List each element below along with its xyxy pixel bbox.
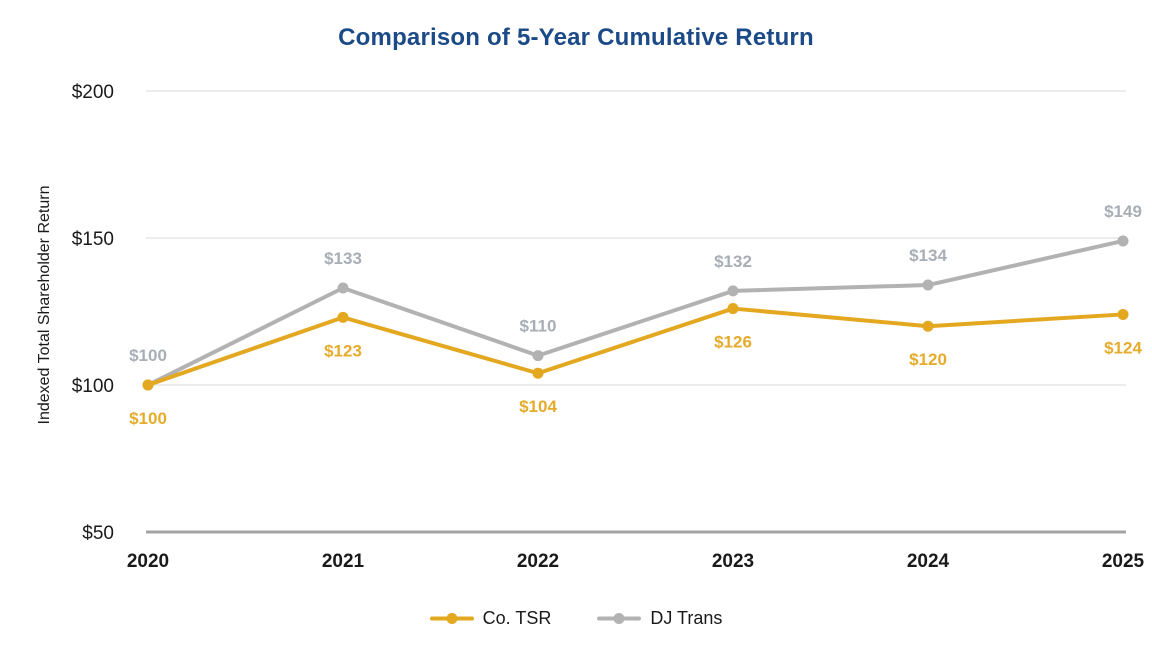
data-label-dj-trans: $134 [909,246,947,265]
data-point-co-tsr [727,303,739,315]
data-label-dj-trans: $100 [129,346,167,365]
co-tsr-line-icon [429,613,474,624]
data-label-co-tsr: $120 [909,350,947,369]
x-tick-label: 2023 [712,551,754,572]
data-point-dj-trans [1117,235,1129,247]
y-tick-label: $50 [82,523,114,544]
y-tick-label: $150 [72,229,114,250]
data-label-co-tsr: $124 [1104,338,1142,357]
data-label-dj-trans: $110 [520,317,557,336]
legend-label-dj-trans: DJ Trans [650,608,723,628]
dj-trans-line-icon [597,613,642,624]
legend-item-co-tsr: Co. TSR [429,608,552,629]
data-label-dj-trans: $133 [324,249,362,268]
data-label-co-tsr: $100 [129,409,167,428]
data-point-dj-trans [922,279,934,291]
data-point-co-tsr [337,311,349,323]
x-tick-label: 2025 [1102,551,1145,572]
x-tick-label: 2020 [127,551,169,572]
legend-label-co-tsr: Co. TSR [482,608,552,628]
data-label-dj-trans: $132 [714,252,752,271]
legend-item-dj-trans: DJ Trans [597,608,722,629]
data-point-co-tsr [1117,308,1129,320]
x-tick-label: 2021 [322,551,365,572]
data-point-co-tsr [532,367,544,379]
data-point-co-tsr [922,320,934,332]
data-point-dj-trans [532,350,544,362]
x-tick-label: 2022 [517,551,559,572]
series-line-co-tsr [146,306,1125,387]
series-line-dj-trans [146,238,1125,387]
legend: Co. TSR DJ Trans [0,608,1152,629]
data-label-co-tsr: $123 [324,341,362,360]
x-tick-label: 2024 [907,551,950,572]
data-label-co-tsr: $104 [519,397,557,416]
chart-title: Comparison of 5-Year Cumulative Return [338,24,814,51]
data-point-dj-trans [727,285,739,297]
data-label-dj-trans: $149 [1104,202,1142,221]
y-tick-label: $200 [72,82,114,103]
data-point-co-tsr [142,379,154,391]
data-point-dj-trans [337,282,349,294]
data-label-co-tsr: $126 [714,333,752,352]
y-tick-label: $100 [72,376,114,397]
